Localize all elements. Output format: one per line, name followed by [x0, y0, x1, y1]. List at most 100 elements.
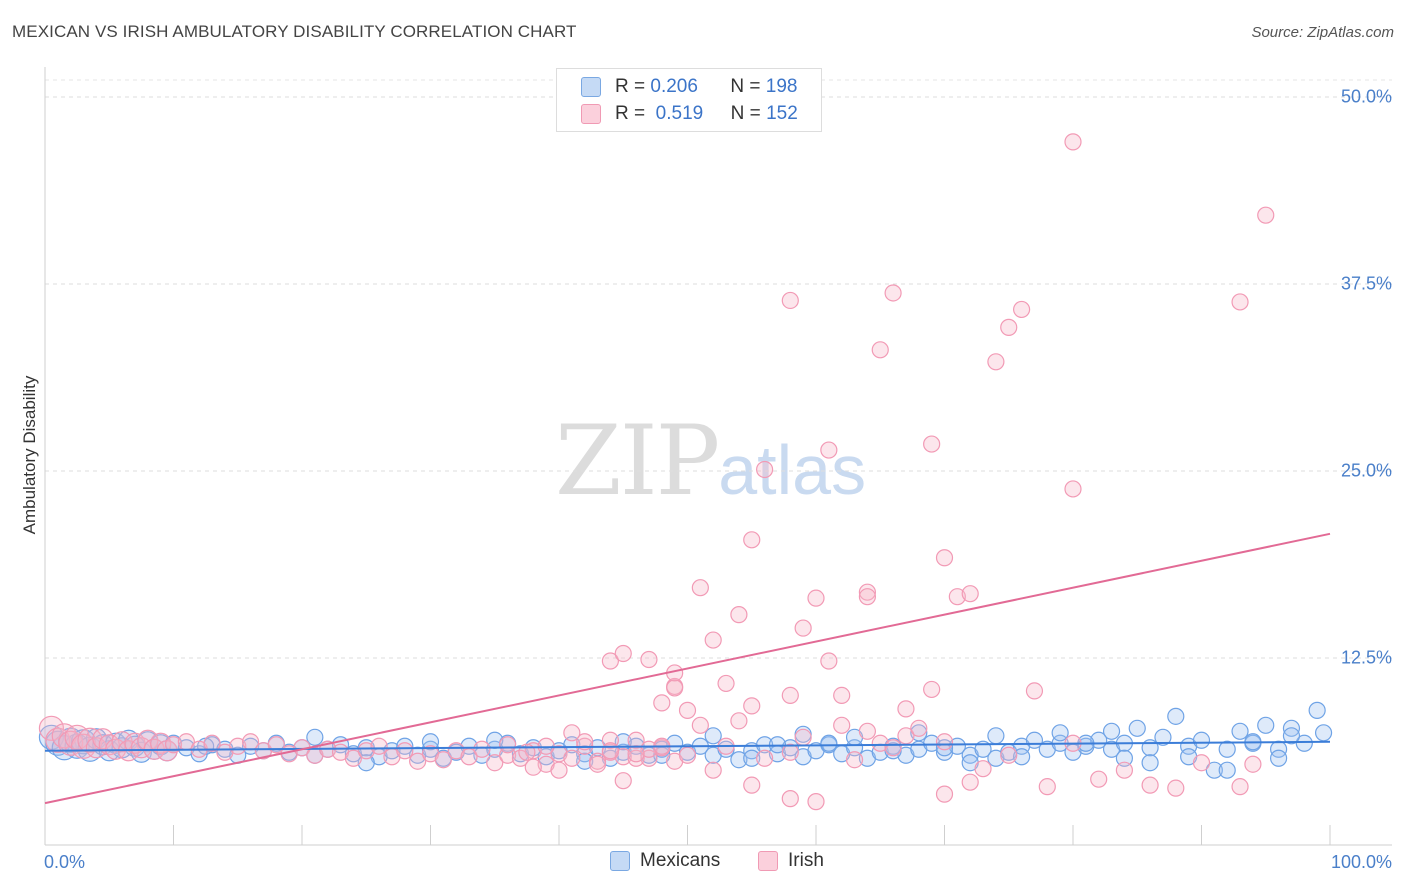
- irish-point: [704, 761, 722, 779]
- mexicans-point: [704, 727, 722, 745]
- irish-point: [755, 460, 774, 479]
- irish-point: [820, 441, 838, 459]
- irish-point: [1257, 206, 1275, 224]
- mexicans-point: [1192, 731, 1211, 749]
- watermark: ZIPatlas: [555, 405, 866, 517]
- mexicans-point: [1128, 719, 1146, 737]
- irish-point: [910, 719, 928, 737]
- irish-point: [948, 588, 966, 606]
- irish-point: [781, 291, 799, 310]
- watermark-zip: ZIP: [555, 405, 720, 517]
- mexicans-point: [974, 740, 992, 758]
- irish-point: [730, 712, 748, 730]
- irish-point: [1000, 746, 1018, 764]
- irish-point: [1244, 755, 1262, 773]
- correlation-legend: R = 0.206 N = 198 R = 0.519 N = 152: [556, 68, 822, 132]
- irish-point: [666, 679, 684, 697]
- irish-point: [781, 743, 799, 761]
- mexicans-point: [421, 733, 440, 751]
- mexicans-point: [396, 737, 414, 755]
- irish-point: [653, 694, 671, 712]
- y-tick-label: 25.0%: [1340, 460, 1392, 481]
- irish-point: [807, 589, 825, 607]
- irish-point: [1115, 761, 1134, 779]
- legend-swatch-irish: [581, 104, 601, 124]
- mexicans-point: [948, 737, 966, 755]
- mexicans-point: [1154, 728, 1172, 746]
- legend-r-label: R =: [615, 103, 646, 124]
- irish-point: [858, 583, 877, 601]
- irish-point: [974, 760, 992, 778]
- bottom-legend-irish: Irish: [758, 850, 824, 872]
- irish-point: [833, 716, 851, 734]
- mexicans-point: [1218, 761, 1236, 779]
- irish-point: [640, 749, 658, 767]
- irish-point: [691, 579, 709, 597]
- irish-point: [640, 740, 658, 758]
- irish-point: [1064, 480, 1082, 498]
- irish-point: [730, 606, 748, 624]
- irish-point: [691, 716, 709, 734]
- mexicans-point: [730, 751, 748, 769]
- irish-point: [203, 734, 221, 752]
- legend-n-label: N =: [730, 103, 761, 124]
- mexicans-point: [306, 728, 324, 746]
- mexicans-point: [1295, 734, 1313, 752]
- mexicans-point: [1282, 727, 1301, 745]
- irish-point: [357, 742, 375, 760]
- irish-point: [717, 674, 735, 693]
- irish-point: [884, 284, 902, 302]
- mexicans-point: [1257, 716, 1275, 734]
- irish-point: [678, 701, 697, 719]
- mexicans-point: [1167, 707, 1185, 725]
- irish-point: [1231, 778, 1249, 796]
- irish-point: [627, 749, 645, 767]
- legend-n-value: 198: [765, 76, 798, 97]
- mexicans-point: [1051, 724, 1069, 742]
- mexicans-point: [1102, 722, 1121, 740]
- irish-point: [563, 724, 581, 742]
- mexicans-point: [820, 734, 838, 752]
- irish-point: [807, 793, 825, 811]
- mexicans-point: [576, 752, 594, 770]
- mexicans-point: [1141, 754, 1159, 772]
- irish-point: [961, 585, 979, 603]
- legend-n-value: 152: [766, 103, 798, 124]
- mexicans-point: [1231, 722, 1249, 740]
- irish-point: [743, 531, 761, 549]
- irish-point: [935, 733, 954, 751]
- mexicans-point: [781, 739, 799, 757]
- irish-point: [781, 790, 799, 808]
- irish-point: [781, 686, 799, 705]
- irish-point: [1090, 770, 1108, 788]
- mexicans-point: [923, 734, 941, 752]
- y-tick-label: 50.0%: [1340, 86, 1392, 107]
- irish-point: [38, 715, 65, 741]
- y-tick-label: 37.5%: [1340, 273, 1392, 294]
- irish-point: [678, 746, 697, 764]
- x-tick-label-max: 100.0%: [1330, 852, 1392, 872]
- irish-point: [897, 700, 915, 718]
- irish-point: [935, 549, 954, 567]
- bottom-legend-label: Mexicans: [640, 850, 721, 871]
- bottom-swatch-mexicans: [610, 851, 630, 871]
- irish-point: [794, 728, 812, 746]
- irish-point: [164, 736, 183, 754]
- mexicans-point: [910, 724, 928, 742]
- bottom-legend-label: Irish: [788, 850, 824, 871]
- irish-point: [640, 650, 658, 669]
- mexicans-point: [1218, 740, 1236, 758]
- irish-point: [409, 752, 427, 770]
- y-tick-label: 12.5%: [1340, 647, 1392, 668]
- irish-point: [434, 751, 452, 769]
- mexicans-point: [1269, 749, 1288, 767]
- legend-r-value: 0.206: [650, 76, 698, 97]
- irish-point: [871, 341, 889, 359]
- irish-point: [524, 758, 542, 776]
- mexicans-point: [1308, 701, 1326, 719]
- mexicans-point: [1012, 748, 1031, 766]
- legend-r-label: R =: [615, 76, 646, 97]
- irish-point: [743, 776, 761, 794]
- irish-point: [370, 737, 388, 755]
- irish-point: [64, 724, 90, 750]
